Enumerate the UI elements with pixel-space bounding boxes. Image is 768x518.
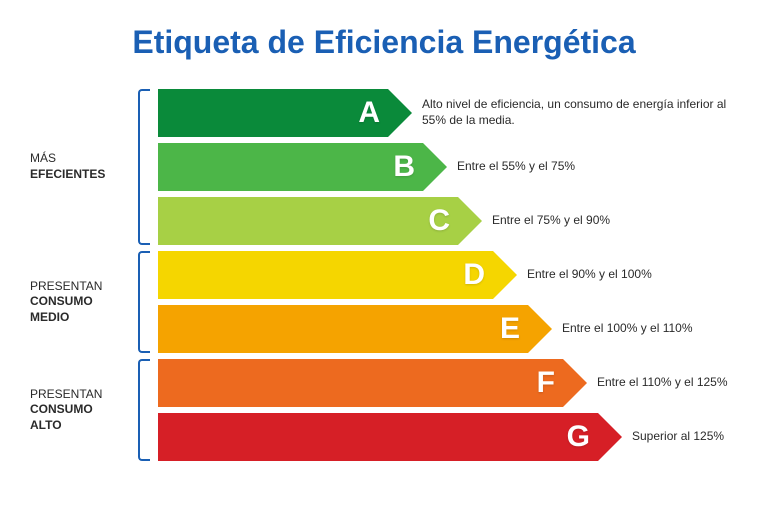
group-text-line: CONSUMO — [30, 294, 102, 310]
bracket-icon — [138, 359, 150, 461]
group-text: MÁSEFECIENTES — [30, 151, 123, 182]
bar-row-d: D Entre el 90% y el 100% — [158, 251, 738, 299]
bar-letter: C — [428, 204, 450, 238]
page-title: Etiqueta de Eficiencia Energética — [30, 24, 738, 61]
bar-row-b: B Entre el 55% y el 75% — [158, 143, 738, 191]
group-label: PRESENTANCONSUMOMEDIO — [30, 251, 150, 353]
group-text-line: PRESENTAN — [30, 387, 102, 403]
group-text: PRESENTANCONSUMOMEDIO — [30, 279, 120, 326]
group-text: PRESENTANCONSUMOALTO — [30, 387, 120, 434]
bar-row-f: F Entre el 110% y el 125% — [158, 359, 738, 407]
bar-arrow-icon — [458, 197, 482, 245]
group-labels-column: MÁSEFECIENTESPRESENTANCONSUMOMEDIOPRESEN… — [30, 89, 150, 461]
bar-letter: G — [567, 420, 590, 454]
group-text-line: ALTO — [30, 418, 102, 434]
bar-arrow-icon — [598, 413, 622, 461]
bar-e: E — [158, 305, 528, 353]
bar-description: Entre el 100% y el 110% — [562, 321, 738, 337]
bar-c: C — [158, 197, 458, 245]
group-text-line: MÁS — [30, 151, 105, 167]
group-text-line: EFECIENTES — [30, 167, 105, 183]
bar-description: Entre el 75% y el 90% — [492, 213, 738, 229]
bar-letter: B — [393, 150, 415, 184]
bracket-icon — [138, 89, 150, 245]
bar-d: D — [158, 251, 493, 299]
bar-f: F — [158, 359, 563, 407]
bar-g: G — [158, 413, 598, 461]
bar-b: B — [158, 143, 423, 191]
bar-arrow-icon — [388, 89, 412, 137]
bar-row-c: C Entre el 75% y el 90% — [158, 197, 738, 245]
bar-letter: F — [537, 366, 555, 400]
group-label: MÁSEFECIENTES — [30, 89, 150, 245]
bar-row-e: E Entre el 100% y el 110% — [158, 305, 738, 353]
bar-row-g: G Superior al 125% — [158, 413, 738, 461]
bar-letter: E — [500, 312, 520, 346]
bar-description: Entre el 110% y el 125% — [597, 375, 738, 391]
group-text-line: CONSUMO — [30, 402, 102, 418]
bar-arrow-icon — [563, 359, 587, 407]
bars-column: A Alto nivel de eficiencia, un consumo de… — [158, 89, 738, 467]
bracket-icon — [138, 251, 150, 353]
group-label: PRESENTANCONSUMOALTO — [30, 359, 150, 461]
bar-description: Alto nivel de eficiencia, un consumo de … — [422, 97, 738, 128]
bar-a: A — [158, 89, 388, 137]
bar-letter: D — [463, 258, 485, 292]
bar-row-a: A Alto nivel de eficiencia, un consumo de… — [158, 89, 738, 137]
bar-arrow-icon — [423, 143, 447, 191]
group-text-line: MEDIO — [30, 310, 102, 326]
group-text-line: PRESENTAN — [30, 279, 102, 295]
bar-description: Entre el 90% y el 100% — [527, 267, 738, 283]
bar-description: Entre el 55% y el 75% — [457, 159, 738, 175]
bar-description: Superior al 125% — [632, 429, 738, 445]
chart-area: MÁSEFECIENTESPRESENTANCONSUMOMEDIOPRESEN… — [30, 89, 738, 467]
bar-arrow-icon — [528, 305, 552, 353]
bar-arrow-icon — [493, 251, 517, 299]
bar-letter: A — [358, 96, 380, 130]
